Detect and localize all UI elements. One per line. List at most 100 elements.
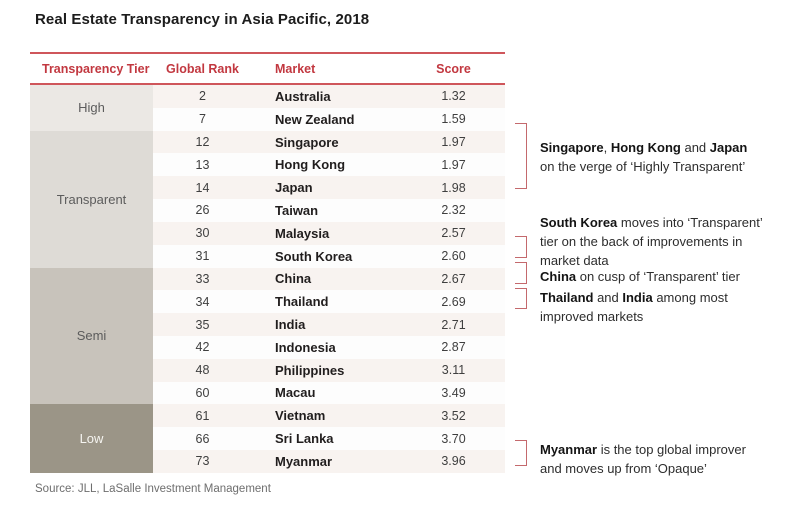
source-note: Source: JLL, LaSalle Investment Manageme… xyxy=(35,483,271,495)
figure-title: Real Estate Transparency in Asia Pacific… xyxy=(35,11,370,28)
annotation-line: market data xyxy=(540,253,609,268)
annotation-note: Myanmar is the top global improver and mo… xyxy=(540,440,746,478)
table-row: 61 Vietnam 3.52 xyxy=(153,404,505,428)
table-row: 60 Macau 3.49 xyxy=(153,381,505,405)
score-cell: 1.59 xyxy=(441,112,466,127)
table-row: 31 South Korea 2.60 xyxy=(153,244,505,268)
annotation-note: Singapore, Hong Kong and Japan on the ver… xyxy=(540,138,747,176)
table-row: 66 Sri Lanka 3.70 xyxy=(153,427,505,450)
annotation-line: tier on the back of improvements in xyxy=(540,234,743,249)
market-cell: Singapore xyxy=(275,134,339,150)
table-row: 35 India 2.71 xyxy=(153,313,505,336)
annotation-line: China on cusp of ‘Transparent’ tier xyxy=(540,269,740,284)
tier-cell-transparent: Transparent xyxy=(30,130,153,268)
table-row: 33 China 2.67 xyxy=(153,267,505,291)
rank-cell: 35 xyxy=(195,317,210,332)
tier-cell-low: Low xyxy=(30,404,153,473)
rank-cell: 26 xyxy=(195,203,210,218)
header-market: Market xyxy=(275,61,316,76)
annotation-line: and moves up from ‘Opaque’ xyxy=(540,461,707,476)
bracket-thailand-india xyxy=(515,288,527,309)
tier-cell-high: High xyxy=(30,85,153,131)
table-row: 73 Myanmar 3.96 xyxy=(153,450,505,473)
table-row: 48 Philippines 3.11 xyxy=(153,358,505,382)
rank-cell: 12 xyxy=(195,135,210,150)
market-cell: South Korea xyxy=(275,248,353,264)
table-grid: High Transparent Semi Low 2 Australia 1.32 7 New… xyxy=(30,85,505,473)
score-cell: 3.11 xyxy=(441,363,466,378)
market-cell: Myanmar xyxy=(275,453,333,469)
annotation-note: Thailand and India among most improved ma… xyxy=(540,288,728,326)
market-cell: Japan xyxy=(275,180,313,196)
annotation-note: China on cusp of ‘Transparent’ tier xyxy=(540,267,740,286)
score-cell: 2.32 xyxy=(441,203,466,218)
score-cell: 2.87 xyxy=(441,340,466,355)
rank-cell: 2 xyxy=(199,89,206,104)
annotation-line: improved markets xyxy=(540,309,644,324)
bracket-south-korea xyxy=(515,236,527,258)
score-cell: 3.70 xyxy=(441,431,466,446)
header-global-rank: Global Rank xyxy=(166,61,239,76)
table-row: 14 Japan 1.98 xyxy=(153,176,505,200)
header-transparency-tier: Transparency Tier xyxy=(42,61,150,76)
table-row: 34 Thailand 2.69 xyxy=(153,290,505,314)
score-cell: 3.49 xyxy=(441,385,466,400)
score-cell: 1.97 xyxy=(441,135,466,150)
market-cell: Vietnam xyxy=(275,408,326,424)
market-cell: India xyxy=(275,317,306,333)
score-cell: 2.71 xyxy=(441,317,466,332)
market-cell: China xyxy=(275,271,312,287)
market-cell: Indonesia xyxy=(275,339,336,355)
rank-cell: 13 xyxy=(195,157,210,172)
market-cell: Philippines xyxy=(275,362,345,378)
score-cell: 2.57 xyxy=(441,226,466,241)
annotation-note: South Korea moves into ‘Transparent’ tier… xyxy=(540,213,763,270)
bracket-china xyxy=(515,262,527,284)
score-cell: 2.69 xyxy=(441,294,466,309)
rank-cell: 61 xyxy=(195,408,210,423)
rank-cell: 7 xyxy=(199,112,206,127)
header-score: Score xyxy=(436,61,471,76)
rank-cell: 48 xyxy=(195,363,210,378)
table-row: 7 New Zealand 1.59 xyxy=(153,107,505,131)
market-cell: New Zealand xyxy=(275,111,355,127)
score-cell: 2.67 xyxy=(441,271,466,286)
score-cell: 1.32 xyxy=(441,89,466,104)
table-top-rule xyxy=(30,52,505,54)
table-row: 30 Malaysia 2.57 xyxy=(153,221,505,245)
annotation-line: Singapore, Hong Kong and Japan xyxy=(540,140,748,155)
market-cell: Australia xyxy=(275,88,331,104)
annotation-line: Thailand and India among most xyxy=(540,290,728,305)
market-cell: Sri Lanka xyxy=(275,431,334,447)
annotation-line: Myanmar is the top global improver xyxy=(540,442,746,457)
annotation-line: on the verge of ‘Highly Transparent’ xyxy=(540,159,746,174)
bracket-singapore-japan xyxy=(515,123,527,189)
score-cell: 3.96 xyxy=(441,454,466,469)
score-cell: 1.97 xyxy=(441,157,466,172)
rank-cell: 34 xyxy=(195,294,210,309)
transparency-table: Transparency Tier Global Rank Market Sco… xyxy=(30,52,505,473)
rank-cell: 14 xyxy=(195,180,210,195)
table-row: 13 Hong Kong 1.97 xyxy=(153,153,505,177)
table-row: 12 Singapore 1.97 xyxy=(153,130,505,154)
market-cell: Macau xyxy=(275,385,316,401)
rank-cell: 33 xyxy=(195,271,210,286)
score-cell: 3.52 xyxy=(441,408,466,423)
bracket-myanmar xyxy=(515,440,527,466)
market-cell: Hong Kong xyxy=(275,157,346,173)
table-row: 2 Australia 1.32 xyxy=(153,85,505,108)
tier-cell-semi: Semi xyxy=(30,267,153,405)
market-cell: Malaysia xyxy=(275,225,330,241)
market-cell: Taiwan xyxy=(275,202,319,218)
rank-cell: 60 xyxy=(195,385,210,400)
rank-cell: 30 xyxy=(195,226,210,241)
table-row: 26 Taiwan 2.32 xyxy=(153,199,505,222)
table-row: 42 Indonesia 2.87 xyxy=(153,335,505,359)
annotation-line: South Korea moves into ‘Transparent’ xyxy=(540,215,763,230)
rank-cell: 66 xyxy=(195,431,210,446)
rank-cell: 42 xyxy=(195,340,210,355)
rank-cell: 73 xyxy=(195,454,210,469)
table-header-rule xyxy=(30,83,505,85)
market-cell: Thailand xyxy=(275,294,329,310)
